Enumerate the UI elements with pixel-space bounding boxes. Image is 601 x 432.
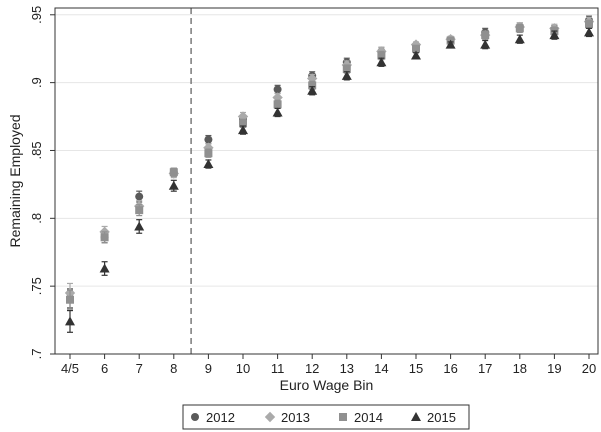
y-tick-label: .75 xyxy=(29,277,44,295)
y-tick-label: .95 xyxy=(29,6,44,24)
data-point-2014 xyxy=(100,233,109,242)
y-tick-label: .9 xyxy=(29,77,44,88)
data-point-2015 xyxy=(99,263,110,273)
data-point-2014 xyxy=(412,44,420,53)
legend-marker-2014 xyxy=(339,413,347,421)
legend: 2012 2013 2014 2015 xyxy=(182,404,470,430)
data-point-2014 xyxy=(204,149,213,158)
data-point-2014 xyxy=(239,119,247,128)
series-2014 xyxy=(66,19,593,310)
data-point-2013 xyxy=(237,111,249,122)
data-point-2014 xyxy=(66,295,74,304)
data-point-2014 xyxy=(585,20,593,29)
data-point-2015 xyxy=(445,39,456,49)
data-point-2015 xyxy=(549,30,560,40)
data-point-2015 xyxy=(168,180,179,190)
plot-area xyxy=(55,8,598,354)
data-point-2012 xyxy=(135,192,144,201)
data-point-2014 xyxy=(377,51,386,60)
data-point-2014 xyxy=(135,206,144,215)
data-point-2014 xyxy=(273,100,282,109)
x-tick-label: 7 xyxy=(136,361,143,376)
data-point-2015 xyxy=(514,34,525,44)
x-tick-label: 11 xyxy=(271,361,285,376)
data-point-2014 xyxy=(342,65,351,74)
legend-label: 2015 xyxy=(427,410,456,425)
data-point-2015 xyxy=(307,85,318,95)
data-point-2015 xyxy=(480,39,491,49)
x-tick-label: 17 xyxy=(478,361,492,376)
y-tick-label: .8 xyxy=(29,213,44,224)
legend-box xyxy=(182,404,470,430)
data-point-2012 xyxy=(204,135,213,144)
x-tick-label: 8 xyxy=(170,361,177,376)
data-point-2015 xyxy=(65,316,75,326)
data-point-2015 xyxy=(376,57,387,67)
axes: .7 .75 .8 .85 .9 .95 4/5 6 7 8 9 10 11 12 13 14 15 16 17 18… xyxy=(29,6,599,376)
x-tick-label: 19 xyxy=(547,361,561,376)
legend-label: 2013 xyxy=(281,410,310,425)
x-tick-label: 18 xyxy=(513,361,527,376)
x-tick-label: 15 xyxy=(409,361,423,376)
data-point-2015 xyxy=(341,70,352,80)
data-point-2012 xyxy=(273,85,282,94)
data-point-2015 xyxy=(411,50,421,60)
y-tick-label: .85 xyxy=(29,141,44,159)
x-tick-label: 10 xyxy=(236,361,250,376)
data-point-2015 xyxy=(272,107,283,117)
legend-label: 2014 xyxy=(354,410,383,425)
x-tick-label: 9 xyxy=(205,361,212,376)
data-marks xyxy=(64,15,595,333)
y-tick-label: .7 xyxy=(29,349,44,360)
data-point-2014 xyxy=(308,81,317,90)
series-2015 xyxy=(65,27,594,333)
data-point-2015 xyxy=(238,125,248,135)
x-tick-label: 20 xyxy=(582,361,596,376)
y-axis-title: Remaining Employed xyxy=(7,114,23,247)
x-tick-label: 13 xyxy=(340,361,354,376)
x-tick-label: 6 xyxy=(101,361,108,376)
x-tick-label: 4/5 xyxy=(61,361,79,376)
data-point-2015 xyxy=(134,221,145,231)
data-point-2014 xyxy=(481,31,490,40)
legend-marker-2015 xyxy=(411,412,421,421)
data-point-2015 xyxy=(584,27,594,37)
x-tick-label: 14 xyxy=(374,361,388,376)
x-tick-label: 12 xyxy=(305,361,319,376)
x-axis-title: Euro Wage Bin xyxy=(280,377,374,393)
legend-marker-2013 xyxy=(264,411,276,423)
plot-frame xyxy=(54,7,599,355)
legend-label: 2012 xyxy=(206,410,235,425)
data-point-2014 xyxy=(169,168,178,177)
data-point-2014 xyxy=(515,24,524,33)
x-tick-label: 16 xyxy=(443,361,457,376)
legend-marker-2012 xyxy=(191,413,199,421)
data-point-2015 xyxy=(203,159,214,169)
